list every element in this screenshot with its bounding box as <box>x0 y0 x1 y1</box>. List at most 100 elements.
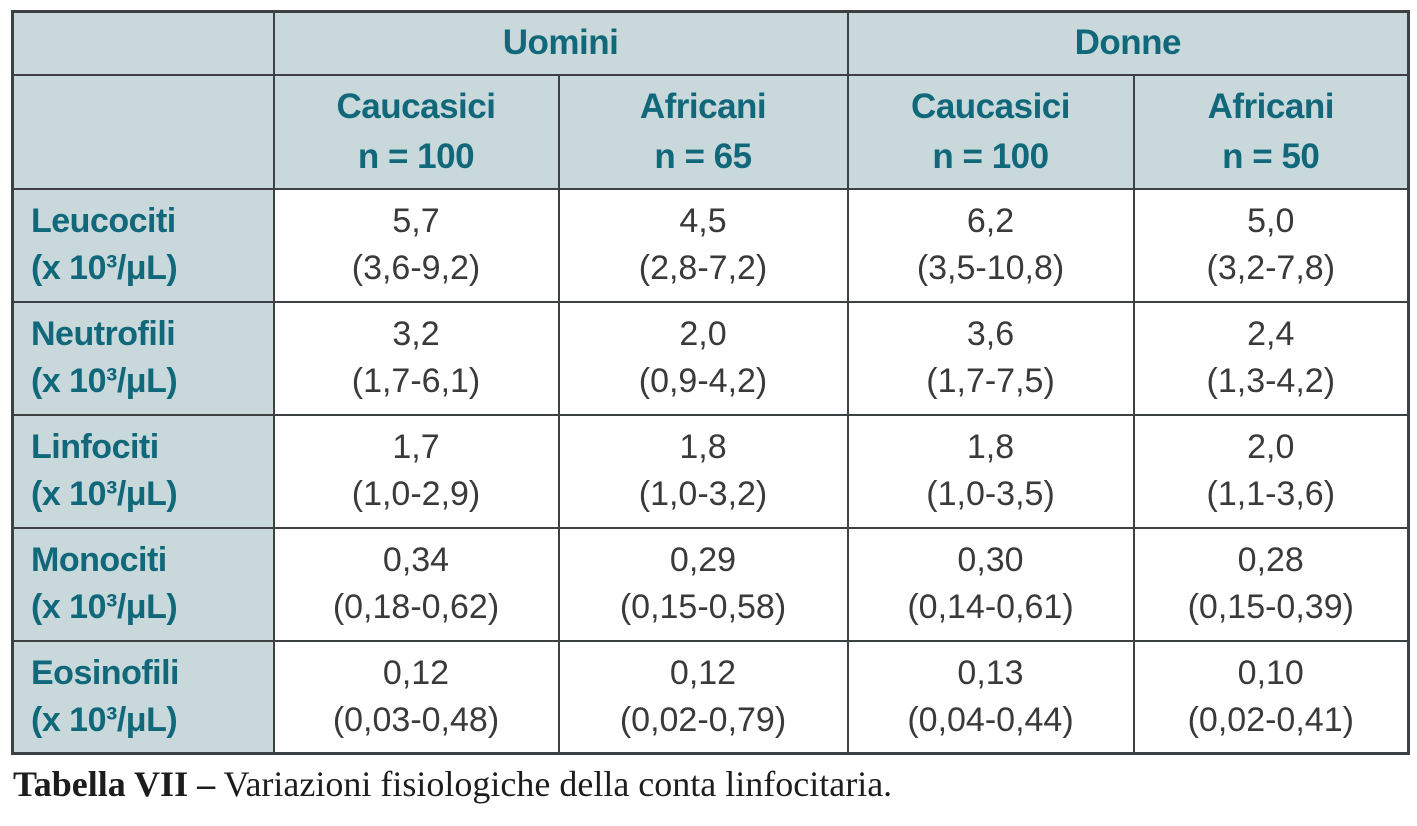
col-header-n: n = 100 <box>932 136 1049 176</box>
corner-cell-top <box>11 10 275 76</box>
row-name: Monociti <box>31 541 167 579</box>
table-cell: 0,34 (0,18-0,62) <box>272 526 560 642</box>
caption-text: Variazioni fisiologiche della conta linf… <box>223 764 893 804</box>
cell-median: 0,28 <box>1237 541 1304 579</box>
table-cell: 2,4 (1,3-4,2) <box>1132 300 1410 416</box>
table-cell: 3,6 (1,7-7,5) <box>846 300 1135 416</box>
cell-range: (1,0-2,9) <box>351 475 481 513</box>
cell-range: (0,15-0,39) <box>1187 588 1354 626</box>
cell-range: (3,5-10,8) <box>916 249 1065 287</box>
table-cell: 5,7 (3,6-9,2) <box>272 187 560 303</box>
cell-range: (3,2-7,8) <box>1206 249 1336 287</box>
table-cell: 1,7 (1,0-2,9) <box>272 413 560 529</box>
table-cell: 2,0 (0,9-4,2) <box>557 300 849 416</box>
row-name: Leucociti <box>31 202 176 240</box>
col-header-donne-caucasici: Caucasici n = 100 <box>846 73 1135 190</box>
cell-range: (1,0-3,2) <box>638 475 768 513</box>
table-cell: 0,28 (0,15-0,39) <box>1132 526 1410 642</box>
cell-median: 0,34 <box>382 541 450 579</box>
row-unit: (x 10³/μL) <box>31 700 178 739</box>
col-header-population: Caucasici <box>336 86 496 126</box>
cell-median: 0,29 <box>669 541 737 579</box>
col-header-uomini-caucasici: Caucasici n = 100 <box>272 73 560 190</box>
blood-count-table: Uomini Donne Caucasici n = 100 Africani … <box>11 10 1411 755</box>
table-caption: Tabella VII – Variazioni fisiologiche de… <box>13 763 892 805</box>
table-row-eosinofili: Eosinofili (x 10³/μL) 0,12 (0,03-0,48) 0… <box>11 639 1410 755</box>
corner-cell-bottom <box>11 73 275 190</box>
cell-range: (1,3-4,2) <box>1206 362 1336 400</box>
table-row-leucociti: Leucociti (x 10³/μL) 5,7 (3,6-9,2) 4,5 (… <box>11 187 1410 303</box>
cell-median: 1,8 <box>966 428 1015 466</box>
table-cell: 6,2 (3,5-10,8) <box>846 187 1135 303</box>
group-header-uomini: Uomini <box>272 10 849 76</box>
row-name: Linfociti <box>31 428 159 466</box>
group-header-label: Uomini <box>502 23 619 63</box>
cell-range: (0,02-0,41) <box>1187 700 1354 739</box>
table-cell: 5,0 (3,2-7,8) <box>1132 187 1410 303</box>
group-header-label: Donne <box>1074 23 1182 63</box>
caption-label: Tabella VII – <box>13 764 216 804</box>
table-row-neutrofili: Neutrofili (x 10³/μL) 3,2 (1,7-6,1) 2,0 … <box>11 300 1410 416</box>
cell-range: (0,18-0,62) <box>332 588 500 626</box>
cell-range: (2,8-7,2) <box>638 249 768 287</box>
table-cell: 1,8 (1,0-3,2) <box>557 413 849 529</box>
cell-median: 2,4 <box>1247 315 1295 353</box>
table-cell: 0,29 (0,15-0,58) <box>557 526 849 642</box>
cell-median: 5,7 <box>392 202 440 240</box>
cell-median: 0,10 <box>1237 653 1304 692</box>
table-cell: 0,10 (0,02-0,41) <box>1132 639 1410 755</box>
col-header-population: Africani <box>639 86 767 126</box>
table-cell: 0,12 (0,03-0,48) <box>272 639 560 755</box>
cell-median: 5,0 <box>1247 202 1295 240</box>
table-cell: 0,12 (0,02-0,79) <box>557 639 849 755</box>
cell-range: (1,1-3,6) <box>1206 475 1336 513</box>
cell-median: 1,8 <box>679 428 727 466</box>
cell-range: (0,14-0,61) <box>907 588 1074 626</box>
cell-median: 2,0 <box>679 315 727 353</box>
table-row-monociti: Monociti (x 10³/μL) 0,34 (0,18-0,62) 0,2… <box>11 526 1410 642</box>
cell-range: (3,6-9,2) <box>351 249 481 287</box>
col-header-population: Africani <box>1207 86 1335 126</box>
cell-range: (0,04-0,44) <box>907 700 1074 739</box>
group-header-donne: Donne <box>846 10 1410 76</box>
cell-range: (0,9-4,2) <box>638 362 768 400</box>
table-cell: 0,30 (0,14-0,61) <box>846 526 1135 642</box>
cell-median: 6,2 <box>966 202 1015 240</box>
col-header-n: n = 65 <box>654 136 752 176</box>
row-name: Neutrofili <box>31 315 176 353</box>
col-header-n: n = 100 <box>357 136 475 176</box>
col-header-uomini-africani: Africani n = 65 <box>557 73 849 190</box>
cell-median: 0,30 <box>957 541 1024 579</box>
row-header-eosinofili: Eosinofili (x 10³/μL) <box>11 639 275 755</box>
cell-range: (1,0-3,5) <box>926 475 1055 513</box>
cell-median: 0,12 <box>382 653 450 692</box>
cell-range: (0,02-0,79) <box>619 700 787 739</box>
cell-median: 0,12 <box>669 653 737 692</box>
row-name: Eosinofili <box>31 653 179 692</box>
table-cell: 4,5 (2,8-7,2) <box>557 187 849 303</box>
table-cell: 3,2 (1,7-6,1) <box>272 300 560 416</box>
row-header-linfociti: Linfociti (x 10³/μL) <box>11 413 275 529</box>
column-header-row: Caucasici n = 100 Africani n = 65 Caucas… <box>11 73 1410 190</box>
row-header-leucociti: Leucociti (x 10³/μL) <box>11 187 275 303</box>
cell-median: 4,5 <box>679 202 727 240</box>
cell-range: (1,7-6,1) <box>351 362 481 400</box>
row-header-neutrofili: Neutrofili (x 10³/μL) <box>11 300 275 416</box>
row-unit: (x 10³/μL) <box>31 475 178 513</box>
cell-median: 3,6 <box>966 315 1015 353</box>
cell-range: (0,03-0,48) <box>332 700 500 739</box>
row-unit: (x 10³/μL) <box>31 249 178 287</box>
cell-median: 0,13 <box>957 653 1024 692</box>
table-cell: 1,8 (1,0-3,5) <box>846 413 1135 529</box>
cell-range: (1,7-7,5) <box>926 362 1055 400</box>
cell-median: 1,7 <box>392 428 440 466</box>
col-header-n: n = 50 <box>1222 136 1320 176</box>
group-header-row: Uomini Donne <box>11 10 1410 76</box>
table-cell: 0,13 (0,04-0,44) <box>846 639 1135 755</box>
row-header-monociti: Monociti (x 10³/μL) <box>11 526 275 642</box>
col-header-population: Caucasici <box>911 86 1070 126</box>
row-unit: (x 10³/μL) <box>31 362 178 400</box>
row-unit: (x 10³/μL) <box>31 588 178 626</box>
cell-range: (0,15-0,58) <box>619 588 787 626</box>
